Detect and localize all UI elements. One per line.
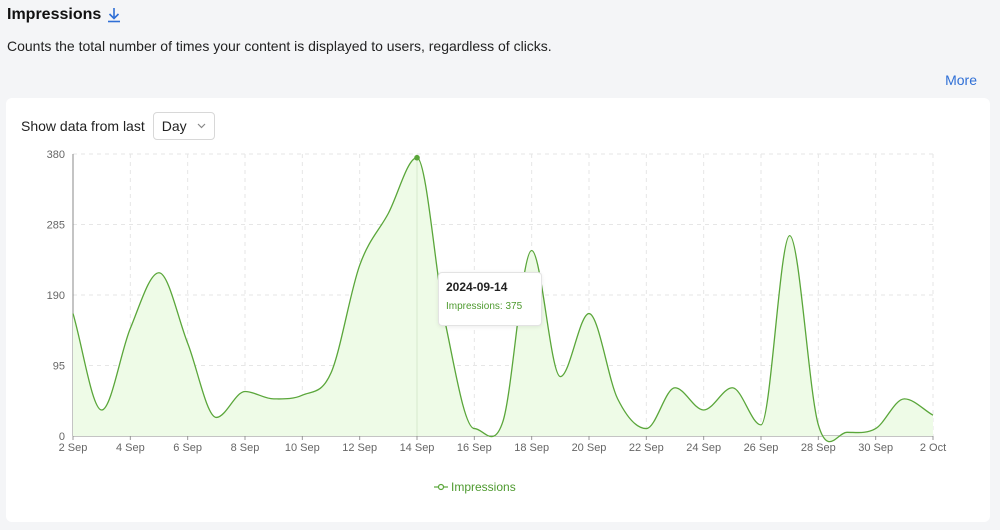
x-tick-label: 8 Sep: [231, 442, 260, 454]
x-tick-label: 24 Sep: [686, 442, 721, 454]
y-tick-label: 190: [47, 290, 65, 302]
x-tick-label: 26 Sep: [744, 442, 779, 454]
x-tick-label: 12 Sep: [342, 442, 377, 454]
chart-tooltip: 2024-09-14 Impressions: 375: [438, 272, 542, 326]
x-tick-label: 2 Sep: [59, 442, 88, 454]
x-tick-label: 14 Sep: [400, 442, 435, 454]
x-tick-label: 4 Sep: [116, 442, 145, 454]
x-tick-label: 6 Sep: [173, 442, 202, 454]
y-tick-label: 0: [59, 431, 65, 443]
more-link[interactable]: More: [945, 72, 977, 88]
range-select[interactable]: Day: [152, 112, 215, 140]
x-tick-label: 18 Sep: [514, 442, 549, 454]
legend-label: Impressions: [451, 480, 516, 494]
data-point-highlight: [414, 154, 420, 161]
y-tick-label: 95: [53, 361, 65, 373]
x-tick-label: 10 Sep: [285, 442, 320, 454]
legend-marker-icon: [434, 483, 448, 491]
range-select-value: Day: [161, 118, 187, 134]
download-icon[interactable]: [107, 7, 121, 23]
x-tick-label: 20 Sep: [572, 442, 607, 454]
x-tick-label: 28 Sep: [801, 442, 836, 454]
chart-legend[interactable]: Impressions: [434, 480, 516, 494]
x-tick-label: 2 Oct: [920, 442, 946, 454]
header: Impressions: [7, 6, 121, 24]
impressions-chart: 0 95 190 285 380 2 Sep 4 Sep 6 Sep 8 Sep 10 Sep 1…: [47, 149, 947, 454]
chevron-down-icon: [197, 123, 206, 129]
x-tick-label: 16 Sep: [457, 442, 492, 454]
filter-label: Show data from last: [21, 118, 145, 134]
x-tick-label: 30 Sep: [858, 442, 893, 454]
y-tick-label: 380: [47, 149, 65, 161]
page-title: Impressions: [7, 6, 102, 23]
y-tick-label: 285: [47, 220, 65, 232]
chart-card: Show data from last Day 0 95 190 285 380 2 S…: [6, 98, 990, 522]
x-tick-label: 22 Sep: [629, 442, 664, 454]
impressions-area: [73, 157, 933, 442]
impressions-line: [72, 157, 934, 443]
tooltip-value: Impressions: 375: [446, 301, 523, 312]
page-description: Counts the total number of times your co…: [7, 38, 552, 54]
tooltip-date: 2024-09-14: [446, 280, 508, 294]
date-range-filter: Show data from last Day: [21, 112, 215, 140]
